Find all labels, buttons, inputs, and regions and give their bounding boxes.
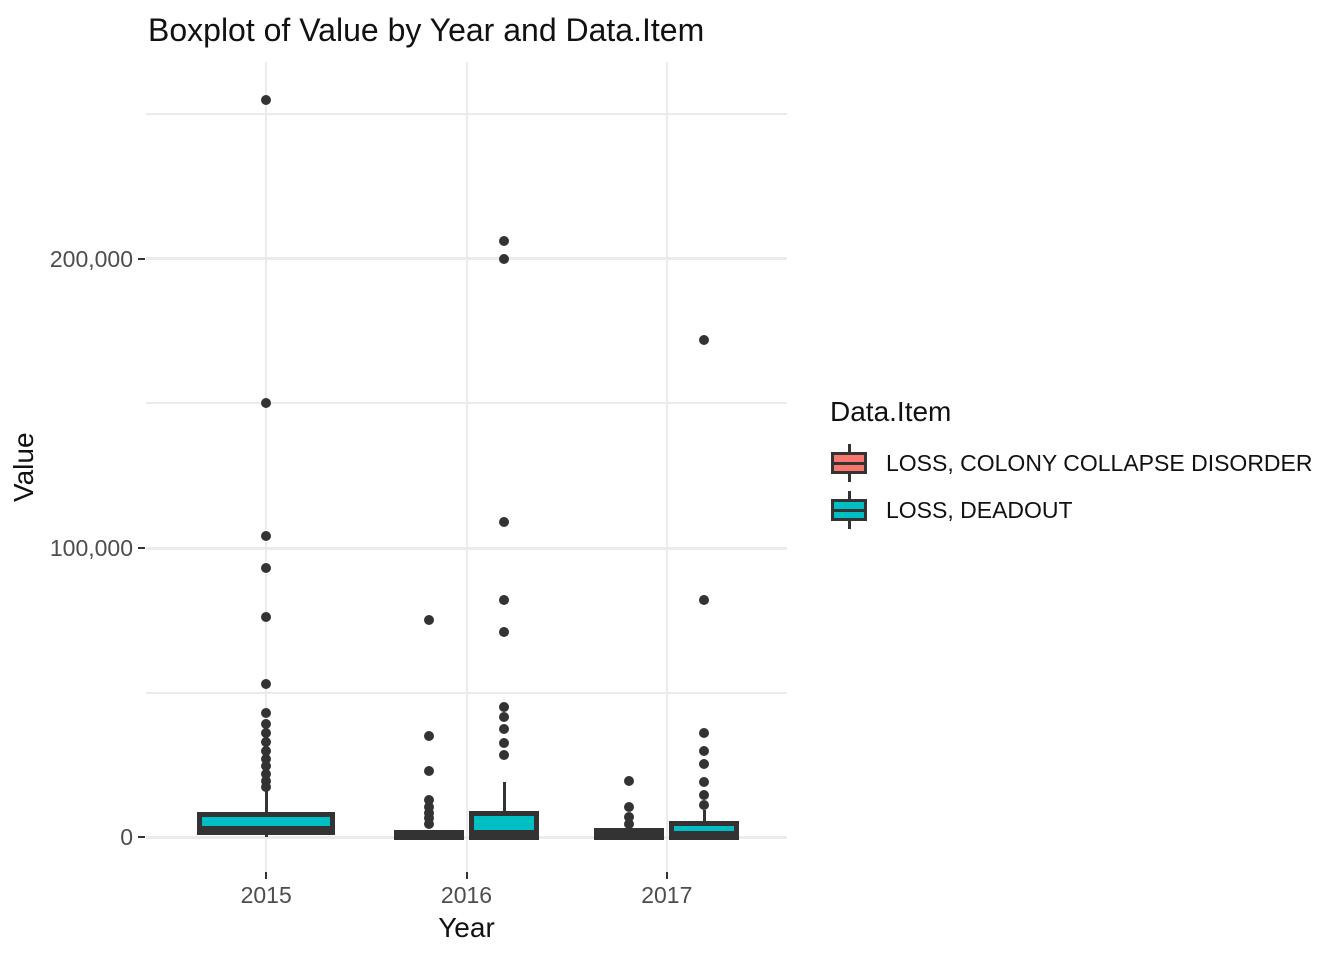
outlier-point [499,738,509,749]
x-tick-mark [265,872,268,879]
x-gridline-major [465,62,468,872]
outlier-point [261,736,272,747]
y-tick-label: 0 [120,824,133,851]
outlier-point [699,728,710,739]
outlier-point [261,754,272,765]
key-median-line [833,461,865,465]
outlier-point [499,626,509,637]
outlier-point [424,794,434,805]
x-tick-label: 2016 [440,882,493,908]
outlier-point [261,761,272,772]
outlier-point [624,775,635,786]
outlier-point [424,731,434,742]
outlier-point [499,749,509,760]
outlier-point [499,595,509,606]
legend-title: Data.Item [830,396,952,427]
y-tick-mark [138,836,145,839]
boxplot-median [674,831,735,837]
legend-label: LOSS, COLONY COLLAPSE DISORDER [886,449,1313,476]
outlier-point [261,707,272,718]
outlier-point [261,781,272,792]
x-gridline-major [665,62,668,872]
x-gridline-major [265,62,268,872]
outlier-point [699,595,710,606]
outlier-point [261,678,272,689]
key-median-line [833,508,865,512]
outlier-point [261,531,272,542]
outlier-point [261,728,272,739]
outlier-point [624,812,635,823]
outlier-point [424,819,434,830]
outlier-point [499,712,509,723]
x-tick-label: 2017 [641,882,693,908]
outlier-point [261,563,272,574]
outlier-point [699,758,710,769]
y-tick-mark [138,547,145,549]
boxplot-whisker-upper [264,788,268,815]
legend-item-deadout: LOSS, DEADOUT [830,491,1313,529]
legend-item-colony-collapse: LOSS, COLONY COLLAPSE DISORDER [830,444,1313,482]
outlier-point [499,723,509,734]
y-tick-label: 200,000 [49,245,133,272]
x-tick-mark [465,872,468,879]
x-tick-mark [665,872,668,879]
outlier-point [261,612,272,623]
plot-title: Boxplot of Value by Year and Data.Item [148,12,705,48]
outlier-point [699,777,710,788]
x-axis-title: Year [438,912,495,943]
outlier-point [261,719,272,730]
outlier-point [261,768,272,779]
boxplot-key-icon [830,444,868,482]
outlier-point [424,765,434,776]
outlier-point [261,398,272,409]
outlier-point [261,775,272,786]
outlier-point [624,819,635,830]
outlier-point [499,236,509,247]
outlier-point [261,745,272,756]
outlier-point [261,94,272,105]
outlier-point [424,801,434,812]
outlier-point [699,800,710,811]
outlier-point [699,334,710,345]
outlier-point [424,615,434,626]
y-tick-mark [138,257,145,260]
boxplot-median [202,826,331,832]
outlier-point [499,702,509,713]
boxplot-whisker-upper [502,782,506,814]
boxplot-whisker-upper [702,810,706,824]
outlier-point [499,253,509,264]
outlier-point [699,790,710,801]
outlier-point [424,807,434,818]
x-tick-label: 2015 [240,882,292,908]
legend-label: LOSS, DEADOUT [886,496,1073,523]
outlier-point [624,801,635,812]
outlier-point [499,516,509,527]
boxplot-median [599,832,660,838]
boxplot-key-icon [830,491,868,529]
y-tick-label: 100,000 [49,535,133,561]
boxplot-median [399,832,459,838]
outlier-point [424,813,434,824]
boxplot-median [474,830,534,836]
legend: Data.Item LOSS, COLONY COLLAPSE DISORDER… [830,396,1313,538]
boxplot-box [197,811,336,835]
outlier-point [699,745,710,756]
